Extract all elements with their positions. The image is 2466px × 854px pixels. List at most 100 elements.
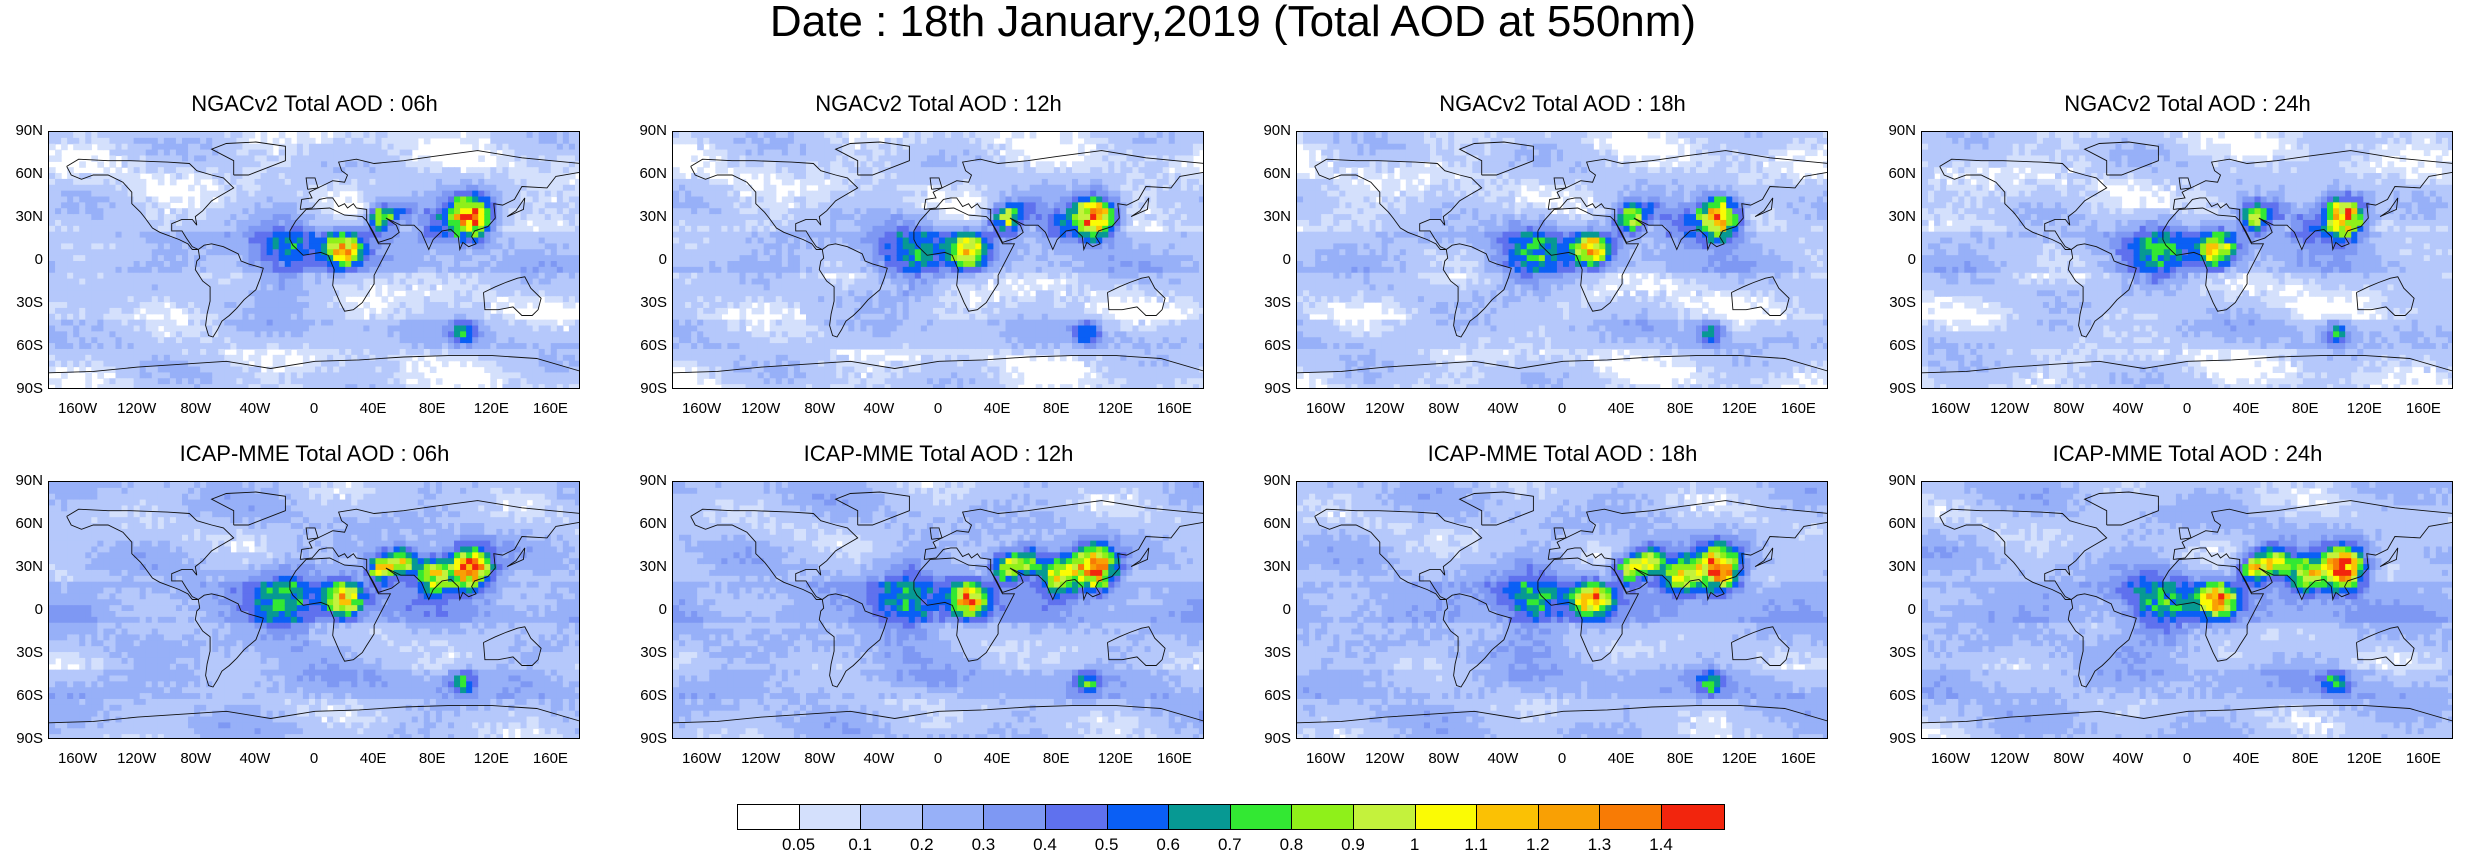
longitude-tick-label: 40W (849, 751, 909, 767)
longitude-tick-label: 160W (48, 401, 108, 417)
longitude-tick-label: 160E (2393, 751, 2453, 767)
longitude-tick-label: 160E (2393, 401, 2453, 417)
longitude-tick-label: 80W (790, 401, 850, 417)
longitude-tick-label: 160W (1921, 751, 1981, 767)
longitude-tick-label: 80E (402, 751, 462, 767)
latitude-tick-label: 30N (1247, 559, 1291, 575)
colorbar-scale (737, 804, 1725, 830)
longitude-tick-label: 120E (2334, 401, 2394, 417)
longitude-tick-label: 40W (2098, 751, 2158, 767)
longitude-tick-label: 120W (107, 401, 167, 417)
latitude-tick-label: 30S (1247, 295, 1291, 311)
latitude-tick-label: 90S (0, 381, 43, 397)
longitude-tick-label: 40E (1591, 751, 1651, 767)
latitude-tick-label: 60N (623, 516, 667, 532)
latitude-tick-label: 0 (623, 252, 667, 268)
latitude-tick-label: 60N (1247, 516, 1291, 532)
colorbar-swatch (1538, 805, 1601, 829)
longitude-tick-label: 80E (2275, 401, 2335, 417)
longitude-tick-label: 0 (908, 401, 968, 417)
longitude-tick-label: 160E (520, 751, 580, 767)
latitude-tick-label: 90N (1247, 123, 1291, 139)
latitude-tick-label: 60N (0, 166, 43, 182)
colorbar-label: 0.8 (1266, 836, 1316, 854)
longitude-tick-label: 80E (1650, 401, 1710, 417)
latitude-tick-label: 90S (623, 381, 667, 397)
colorbar-swatch (1661, 805, 1724, 829)
longitude-tick-label: 0 (2157, 751, 2217, 767)
latitude-tick-label: 60S (623, 688, 667, 704)
longitude-tick-label: 40E (2216, 751, 2276, 767)
panel-title: ICAP-MME Total AOD : 18h (1290, 441, 1835, 467)
latitude-tick-label: 0 (1247, 602, 1291, 618)
colorbar-swatch (1045, 805, 1108, 829)
latitude-tick-label: 30N (623, 209, 667, 225)
longitude-tick-label: 40W (225, 751, 285, 767)
longitude-tick-label: 160W (1296, 401, 1356, 417)
longitude-tick-label: 120E (2334, 751, 2394, 767)
latitude-tick-label: 30S (623, 295, 667, 311)
colorbar-label: 1.2 (1513, 836, 1563, 854)
panel-title: NGACv2 Total AOD : 18h (1290, 91, 1835, 117)
longitude-tick-label: 120E (461, 401, 521, 417)
latitude-tick-label: 90N (1872, 123, 1916, 139)
latitude-tick-label: 60S (1872, 338, 1916, 354)
latitude-tick-label: 60S (1247, 338, 1291, 354)
longitude-tick-label: 120W (107, 751, 167, 767)
longitude-tick-label: 80W (166, 751, 226, 767)
latitude-tick-label: 0 (0, 602, 43, 618)
longitude-tick-label: 160E (520, 401, 580, 417)
longitude-tick-label: 40W (849, 401, 909, 417)
latitude-tick-label: 0 (1872, 602, 1916, 618)
latitude-tick-label: 0 (1247, 252, 1291, 268)
aod-map (48, 481, 580, 739)
aod-map (672, 131, 1204, 389)
latitude-tick-label: 0 (0, 252, 43, 268)
aod-map-canvas (49, 132, 579, 388)
longitude-tick-label: 40W (225, 401, 285, 417)
aod-map-canvas (1297, 482, 1827, 738)
longitude-tick-label: 40E (1591, 401, 1651, 417)
latitude-tick-label: 90N (0, 473, 43, 489)
longitude-tick-label: 120E (1709, 751, 1769, 767)
panel-title: NGACv2 Total AOD : 06h (42, 91, 587, 117)
longitude-tick-label: 120E (1085, 751, 1145, 767)
latitude-tick-label: 90N (623, 473, 667, 489)
colorbar-label: 0.7 (1205, 836, 1255, 854)
longitude-tick-label: 120E (1085, 401, 1145, 417)
aod-map-canvas (1297, 132, 1827, 388)
longitude-tick-label: 0 (2157, 401, 2217, 417)
latitude-tick-label: 60S (0, 338, 43, 354)
longitude-tick-label: 160W (672, 751, 732, 767)
aod-map-canvas (49, 482, 579, 738)
aod-map (1921, 481, 2453, 739)
latitude-tick-label: 0 (623, 602, 667, 618)
longitude-tick-label: 120W (731, 751, 791, 767)
longitude-tick-label: 160W (1296, 751, 1356, 767)
colorbar-label: 0.6 (1143, 836, 1193, 854)
longitude-tick-label: 40E (967, 751, 1027, 767)
longitude-tick-label: 40E (967, 401, 1027, 417)
colorbar-swatch (738, 805, 800, 829)
longitude-tick-label: 0 (284, 401, 344, 417)
latitude-tick-label: 30S (0, 645, 43, 661)
longitude-tick-label: 80E (402, 401, 462, 417)
panel-title: ICAP-MME Total AOD : 12h (666, 441, 1211, 467)
colorbar-swatch (1169, 805, 1231, 829)
latitude-tick-label: 60S (1872, 688, 1916, 704)
longitude-tick-label: 120W (1355, 751, 1415, 767)
longitude-tick-label: 40E (343, 401, 403, 417)
longitude-tick-label: 80E (1026, 751, 1086, 767)
colorbar-label: 0.4 (1020, 836, 1070, 854)
longitude-tick-label: 120E (461, 751, 521, 767)
panel-title: NGACv2 Total AOD : 24h (1915, 91, 2460, 117)
latitude-tick-label: 90S (1872, 731, 1916, 747)
latitude-tick-label: 60N (1247, 166, 1291, 182)
longitude-tick-label: 40W (1473, 751, 1533, 767)
longitude-tick-label: 40W (2098, 401, 2158, 417)
latitude-tick-label: 60N (1872, 516, 1916, 532)
latitude-tick-label: 90N (623, 123, 667, 139)
aod-map (1296, 481, 1828, 739)
colorbar-swatch (984, 805, 1046, 829)
latitude-tick-label: 30N (0, 559, 43, 575)
